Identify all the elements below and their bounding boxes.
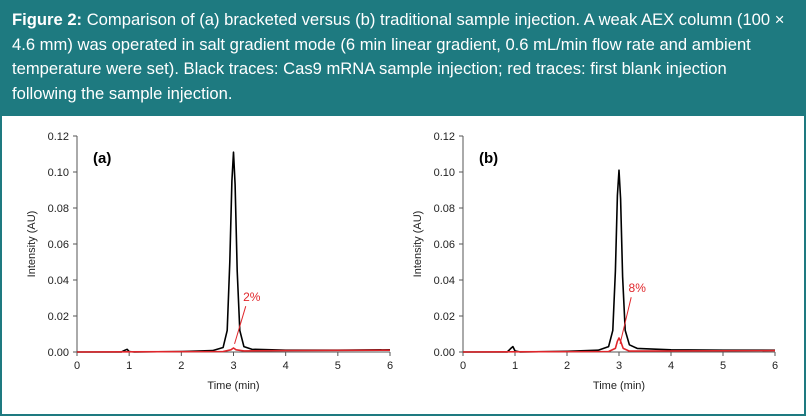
x-tick-label: 2 (178, 360, 184, 372)
x-axis-label: Time (min) (593, 380, 645, 392)
series-line (77, 151, 391, 353)
panel-label: (b) (479, 150, 498, 167)
chart-panel-a: 0.00 0.02 0.04 0.06 0.08 0.10 0.12 0 1 2 3 4 5 6 Time … (26, 131, 393, 392)
x-tick-label: 5 (335, 360, 341, 372)
x-tick-label: 3 (230, 360, 236, 372)
x-tick-label: 2 (564, 360, 570, 372)
series-line (76, 347, 391, 353)
figure-caption: Figure 2: Comparison of (a) bracketed ve… (2, 2, 804, 116)
x-tick-label: 0 (74, 360, 80, 372)
panel-label: (a) (93, 150, 111, 167)
y-tick-label: 0.12 (48, 131, 69, 143)
x-tick-label: 4 (668, 360, 674, 372)
y-tick-label: 0.00 (434, 347, 455, 359)
y-tick-label: 0.06 (48, 239, 69, 251)
y-tick-label: 0.02 (434, 311, 455, 323)
peak-annotation: 8% (629, 281, 647, 295)
series-line (462, 337, 776, 353)
x-tick-label: 6 (772, 360, 778, 372)
y-axis-label: Intensity (AU) (26, 211, 38, 278)
x-tick-label: 1 (512, 360, 518, 372)
y-tick-label: 0.02 (48, 311, 69, 323)
y-tick-label: 0.06 (434, 239, 455, 251)
caption-label: Figure 2: (12, 10, 83, 29)
annotation-leader (234, 306, 247, 345)
x-axis-label: Time (min) (207, 380, 259, 392)
y-tick-label: 0.10 (48, 167, 69, 179)
y-tick-label: 0.00 (48, 347, 69, 359)
x-tick-label: 1 (126, 360, 132, 372)
x-tick-label: 5 (720, 360, 726, 372)
x-tick-label: 6 (387, 360, 393, 372)
y-tick-label: 0.08 (48, 203, 69, 215)
y-tick-label: 0.08 (434, 203, 455, 215)
chart-panel-b: 0.00 0.02 0.04 0.06 0.08 0.10 0.12 0 1 2 3 4 5 6 Time … (412, 131, 778, 392)
caption-text: Comparison of (a) bracketed versus (b) t… (12, 10, 785, 103)
plot-area-b: 0.00 0.02 0.04 0.06 0.08 0.10 0.12 0 1 2 3 4 5 6 Time … (412, 131, 778, 392)
plot-area-a: 0.00 0.02 0.04 0.06 0.08 0.10 0.12 0 1 2 3 4 5 6 Time … (26, 131, 393, 392)
y-axis-label: Intensity (AU) (412, 211, 424, 278)
y-tick-label: 0.04 (48, 275, 69, 287)
annotation-leader (619, 297, 632, 345)
peak-annotation: 2% (243, 290, 261, 304)
x-tick-label: 0 (460, 360, 466, 372)
series-line (463, 169, 775, 353)
x-tick-label: 3 (616, 360, 622, 372)
y-tick-label: 0.10 (434, 167, 455, 179)
y-tick-label: 0.04 (434, 275, 455, 287)
x-tick-label: 4 (283, 360, 289, 372)
y-tick-label: 0.12 (434, 131, 455, 143)
